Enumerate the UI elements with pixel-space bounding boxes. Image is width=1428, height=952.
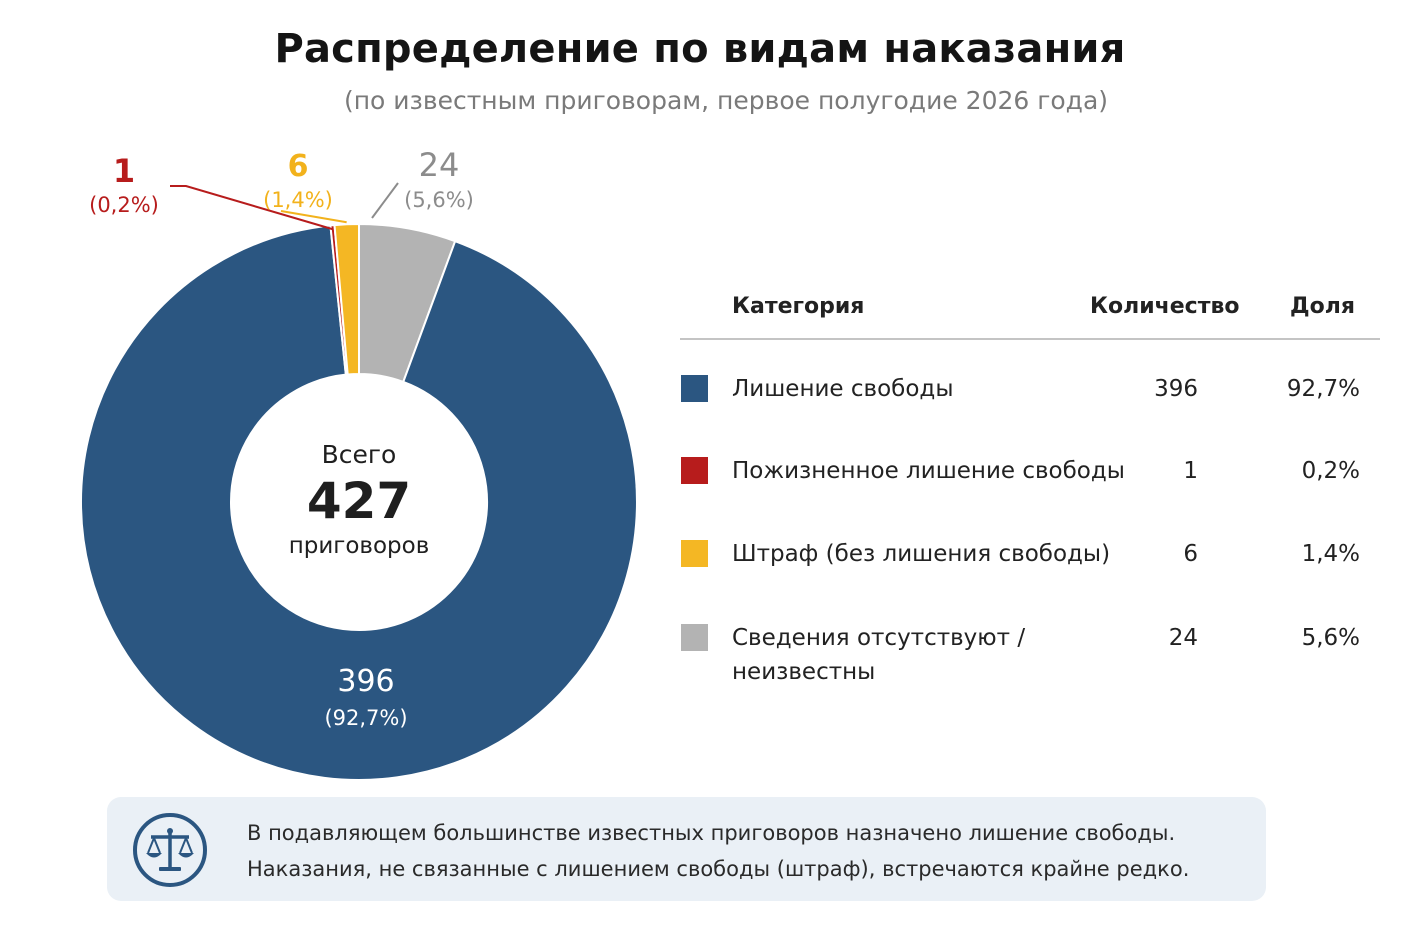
- slice-label-share-prison: (92,7%): [324, 706, 407, 730]
- slice-label-share-fine: (1,4%): [263, 188, 333, 212]
- legend-share-prison: 92,7%: [1286, 376, 1360, 402]
- legend-swatch-unknown: [681, 624, 708, 651]
- slice-label-share-unknown: (5,6%): [404, 188, 474, 212]
- legend-label-life: Пожизненное лишение свободы: [732, 458, 1125, 484]
- summary-note-line-1: В подавляющем большинстве известных приг…: [247, 821, 1176, 845]
- legend-header-count: Количество: [1090, 294, 1240, 319]
- chart-title: Распределение по видам наказания: [274, 26, 1126, 72]
- legend-count-fine: 6: [1183, 541, 1198, 567]
- slice-label-value-prison: 396: [337, 664, 394, 699]
- legend-swatch-life: [681, 457, 708, 484]
- legend-header-category: Категория: [732, 294, 865, 319]
- center-total-value: 427: [307, 472, 411, 530]
- legend-share-fine: 1,4%: [1301, 541, 1360, 567]
- legend-label-unknown: Сведения отсутствуют / неизвестны: [732, 625, 1026, 685]
- legend-label-prison: Лишение свободы: [732, 376, 954, 402]
- center-label-bottom: приговоров: [289, 533, 430, 559]
- donut-slice-prison: [80, 224, 638, 781]
- legend-count-prison: 396: [1154, 376, 1198, 402]
- legend-label-fine: Штраф (без лишения свободы): [732, 541, 1111, 567]
- legend-header-share: Доля: [1290, 294, 1355, 319]
- summary-note: В подавляющем большинстве известных приг…: [107, 797, 1266, 901]
- leader-line-unknown: [371, 182, 399, 219]
- slice-label-share-life: (0,2%): [89, 193, 159, 217]
- leader-line-life: [170, 185, 334, 231]
- legend-swatch-prison: [681, 375, 708, 402]
- scales-icon: [133, 813, 207, 887]
- slice-label-value-life: 1: [113, 152, 135, 190]
- leader-line-fine: [280, 210, 347, 224]
- legend-share-unknown: 5,6%: [1301, 625, 1360, 651]
- legend-table: Категория Количество Доля Лишение свобод…: [680, 280, 1380, 685]
- donut-slice-fine: [333, 222, 360, 376]
- slice-label-value-fine: 6: [288, 149, 309, 184]
- legend-count-unknown: 24: [1168, 625, 1198, 651]
- slice-label-value-unknown: 24: [419, 146, 460, 184]
- chart-subtitle: (по известным приговорам, первое полугод…: [343, 86, 1109, 115]
- legend-header: Категория Количество Доля: [680, 280, 1380, 340]
- summary-note-text: В подавляющем большинстве известных приг…: [247, 815, 1247, 887]
- legend-share-life: 0,2%: [1301, 458, 1360, 484]
- summary-note-line-2: Наказания, не связанные с лишением свобо…: [247, 857, 1190, 881]
- legend-swatch-fine: [681, 540, 708, 567]
- legend-count-life: 1: [1183, 458, 1198, 484]
- center-label-top: Всего: [322, 440, 397, 469]
